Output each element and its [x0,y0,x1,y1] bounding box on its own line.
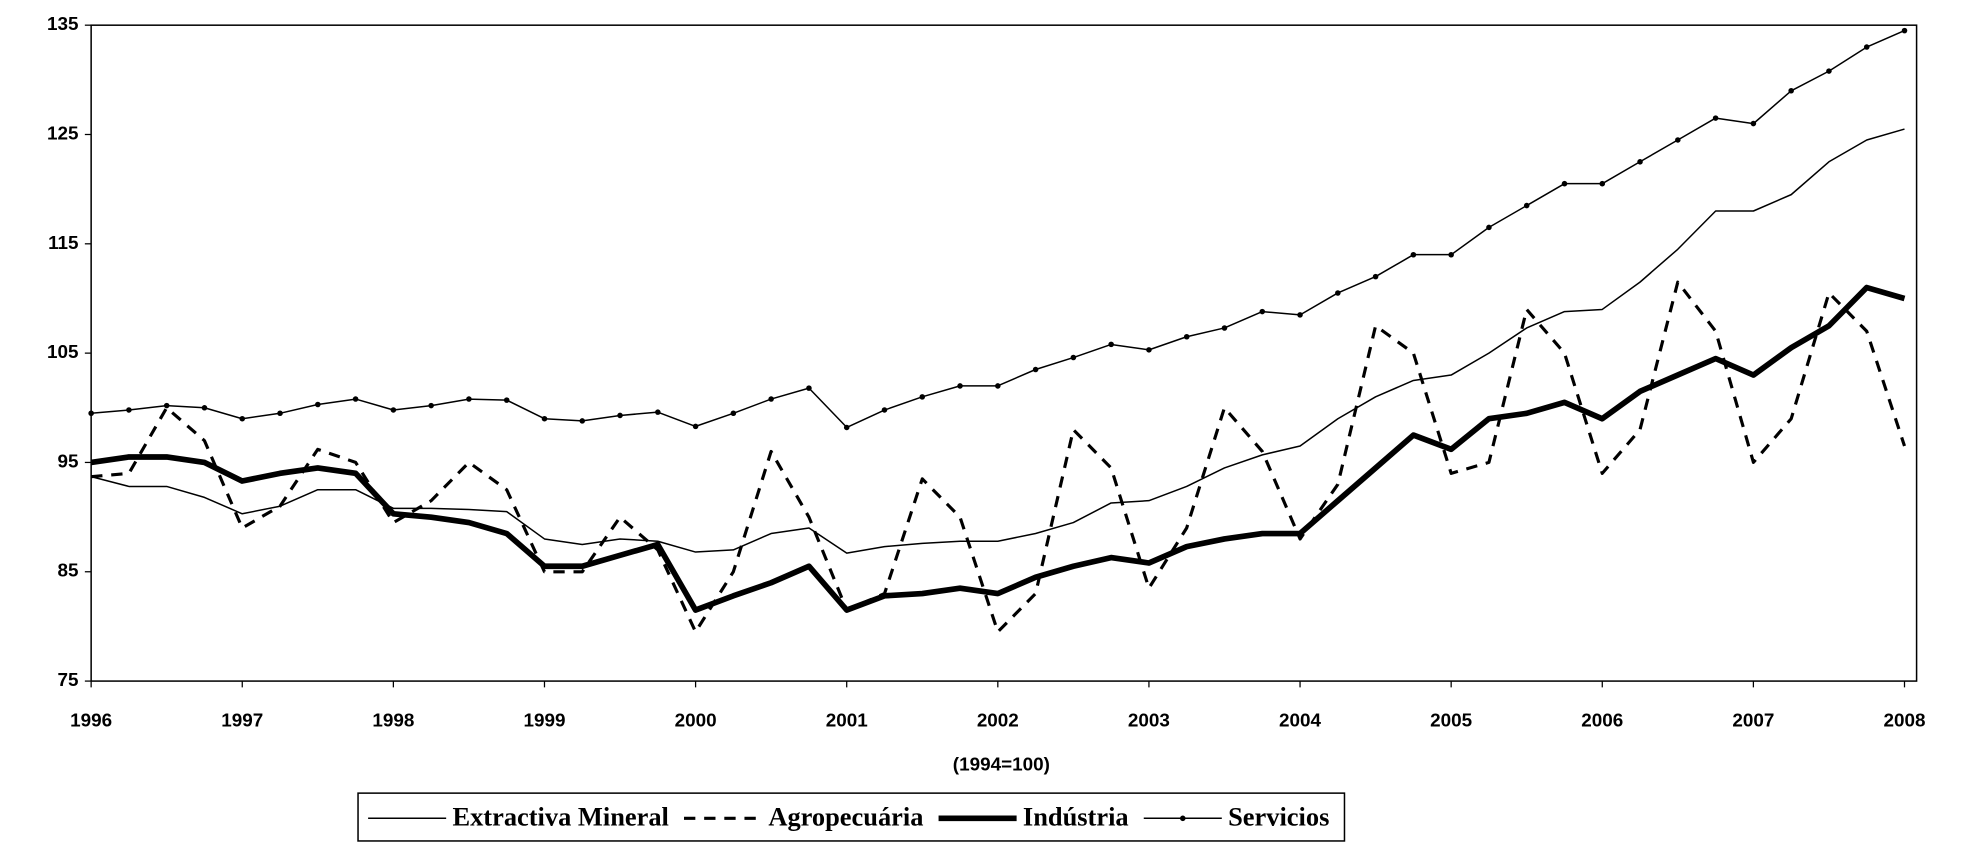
series-marker [843,424,850,431]
series-marker [995,383,1001,389]
legend-box [357,792,1346,842]
series-marker [1561,180,1568,187]
x-tick-label: 1997 [221,710,263,731]
series-marker [1259,308,1266,315]
series-marker [315,401,321,408]
series-marker [692,423,699,430]
legend-label: Extractiva Mineral [452,802,668,832]
series-marker [201,405,208,411]
plot-area [90,24,1918,682]
series-line [91,280,1906,634]
x-tick-label: 2006 [1581,710,1623,731]
x-tick-label: 2007 [1732,710,1774,731]
y-tick-label: 105 [47,342,78,363]
y-tick-label: 135 [47,14,78,35]
series-marker [88,410,94,417]
series-marker [390,407,397,413]
series-marker [1750,120,1757,127]
series-marker [466,396,472,402]
series-marker [1372,273,1379,280]
series-marker [1221,325,1228,331]
series-marker [1297,312,1303,318]
legend-marker [1180,815,1186,822]
series-marker [239,415,246,422]
series-marker [579,418,586,424]
x-tick-label: 2004 [1279,710,1321,731]
series-marker [277,410,283,417]
series-marker [768,396,774,402]
series-marker [1826,68,1832,74]
series-marker [541,415,548,422]
x-tick-label: 1999 [523,710,565,731]
series-marker [1146,347,1152,353]
series-marker [881,407,888,413]
series-marker [352,396,359,402]
series-marker [919,394,926,400]
series-marker [957,383,963,389]
series-line [90,128,1905,554]
series-marker [428,402,434,409]
series-marker [1712,115,1719,121]
legend-label: Servicios [1228,802,1329,832]
series-marker [1637,159,1643,165]
series-marker [617,412,623,419]
series-marker [730,410,737,417]
series-marker [1335,290,1341,296]
series-marker [1070,354,1077,361]
series-marker [1108,341,1114,348]
series-marker [503,397,510,403]
y-tick-label: 85 [58,561,79,582]
series-marker [1410,251,1417,258]
series-marker [1032,366,1039,373]
x-tick-label: 2001 [826,710,868,731]
x-tick-label: 2002 [977,710,1019,731]
x-tick-label: 2000 [675,710,717,731]
y-tick-label: 115 [48,233,78,254]
series-marker [1448,251,1454,258]
series-marker [163,402,170,409]
series-marker [1788,87,1794,94]
series-marker [1183,333,1190,340]
series-marker [655,409,661,415]
x-axis-label: (1994=100) [953,754,1050,775]
legend-label: Agropecuária [768,802,923,832]
series-line [91,29,1905,429]
series-marker [1486,224,1492,231]
series-marker [1599,180,1606,187]
x-tick-label: 2008 [1884,710,1926,731]
x-tick-label: 2005 [1430,710,1472,731]
series-marker [806,385,812,391]
series-marker [1901,27,1908,34]
y-tick-label: 95 [58,451,79,472]
legend-label: Indústria [1023,802,1129,832]
series-marker [126,407,132,413]
y-tick-label: 75 [58,670,79,691]
x-tick-label: 2003 [1128,710,1170,731]
series-marker [1523,202,1530,209]
series-line [90,284,1906,613]
series-marker [1863,44,1870,50]
x-tick-label: 1996 [70,710,112,731]
series-marker [1675,137,1681,143]
x-tick-label: 1998 [372,710,414,731]
y-tick-label: 125 [47,123,78,144]
